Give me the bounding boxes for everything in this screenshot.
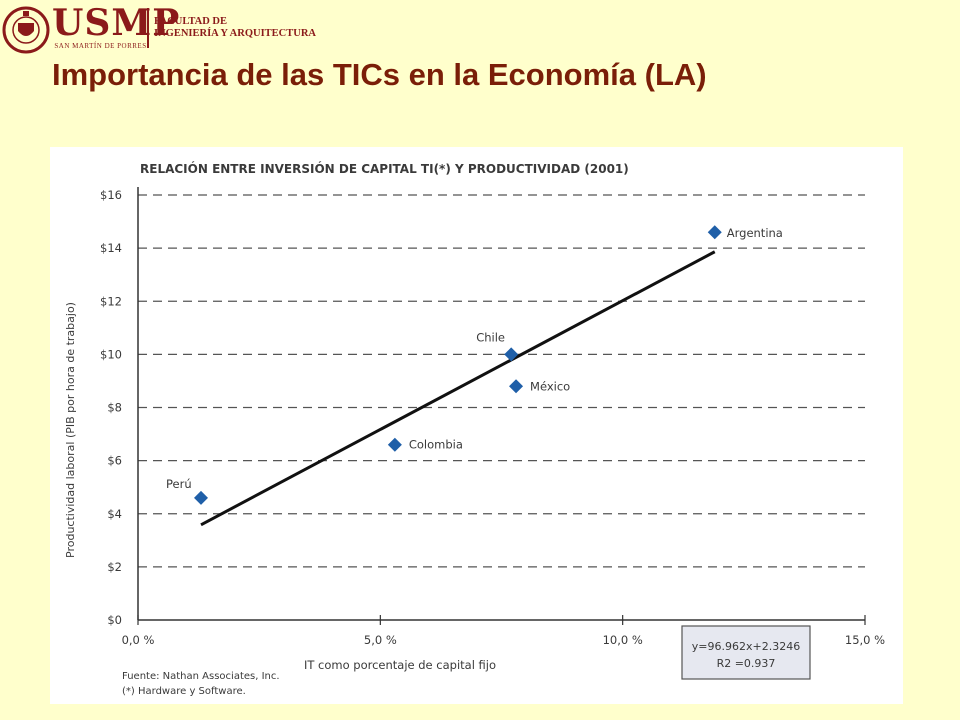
y-axis-label: Productividad laboral (PIB por hora de t… — [64, 302, 77, 558]
y-tick-label: $16 — [100, 188, 122, 202]
grid-lines — [138, 194, 865, 568]
usmp-logo: USMP SAN MARTÍN DE PORRES FACULTAD DE IN… — [0, 0, 330, 60]
r-squared-text: R2 =0.937 — [717, 657, 776, 670]
x-tick-labels: 0,0 % 5,0 % 10,0 % 15,0 % — [122, 633, 886, 647]
logo-subtitle: SAN MARTÍN DE PORRES — [54, 42, 147, 50]
point-label: Colombia — [409, 438, 463, 452]
data-point — [387, 437, 402, 452]
faculty-line-1: FACULTAD DE — [154, 16, 228, 27]
y-tick-label: $10 — [100, 347, 122, 361]
y-tick-label: $0 — [107, 613, 122, 627]
source-note: Fuente: Nathan Associates, Inc. — [122, 671, 280, 682]
equation-box: y=96.962x+2.3246 R2 =0.937 — [681, 625, 811, 680]
x-tick-label: 0,0 % — [122, 633, 155, 647]
y-tick-label: $12 — [100, 294, 122, 308]
university-seal-icon — [2, 6, 50, 54]
y-tick-label: $6 — [107, 454, 122, 468]
logo-divider — [147, 8, 149, 48]
y-tick-label: $14 — [100, 241, 122, 255]
page-title: Importancia de las TICs en la Economía (… — [52, 57, 707, 92]
equation-text: y=96.962x+2.3246 — [692, 640, 800, 653]
x-tick-label: 5,0 % — [364, 633, 397, 647]
axes — [137, 187, 866, 625]
y-tick-label: $4 — [107, 507, 122, 521]
x-tick-label: 10,0 % — [603, 633, 643, 647]
chart-panel: RELACIÓN ENTRE INVERSIÓN DE CAPITAL TI(*… — [50, 147, 903, 704]
faculty-name: FACULTAD DE INGENIERÍA Y ARQUITECTURA — [154, 16, 316, 40]
faculty-line-2: INGENIERÍA Y ARQUITECTURA — [154, 28, 317, 39]
chart-title: RELACIÓN ENTRE INVERSIÓN DE CAPITAL TI(*… — [140, 161, 629, 176]
y-tick-labels: $0 $2 $4 $6 $8 $10 $12 $14 $16 — [100, 188, 122, 627]
data-point — [707, 225, 722, 240]
trendline-group — [200, 250, 716, 527]
point-label: Perú — [166, 477, 192, 491]
scatter-chart: RELACIÓN ENTRE INVERSIÓN DE CAPITAL TI(*… — [64, 161, 886, 697]
x-axis-label: IT como porcentaje de capital fijo — [304, 658, 496, 672]
data-point — [504, 347, 519, 362]
logo-wordmark: USMP — [52, 2, 181, 44]
point-label: Chile — [476, 330, 505, 344]
point-label: Argentina — [727, 226, 783, 240]
y-tick-label: $8 — [107, 401, 122, 415]
data-points: Perú Colombia Chile México Argentina — [166, 225, 783, 505]
point-label: México — [530, 379, 570, 393]
data-point — [194, 490, 209, 505]
trendline — [200, 250, 716, 527]
data-point — [509, 379, 524, 394]
x-tick-label: 15,0 % — [845, 633, 885, 647]
footnote: (*) Hardware y Software. — [122, 686, 246, 697]
y-tick-label: $2 — [107, 560, 122, 574]
equation-box-frame — [681, 625, 811, 680]
